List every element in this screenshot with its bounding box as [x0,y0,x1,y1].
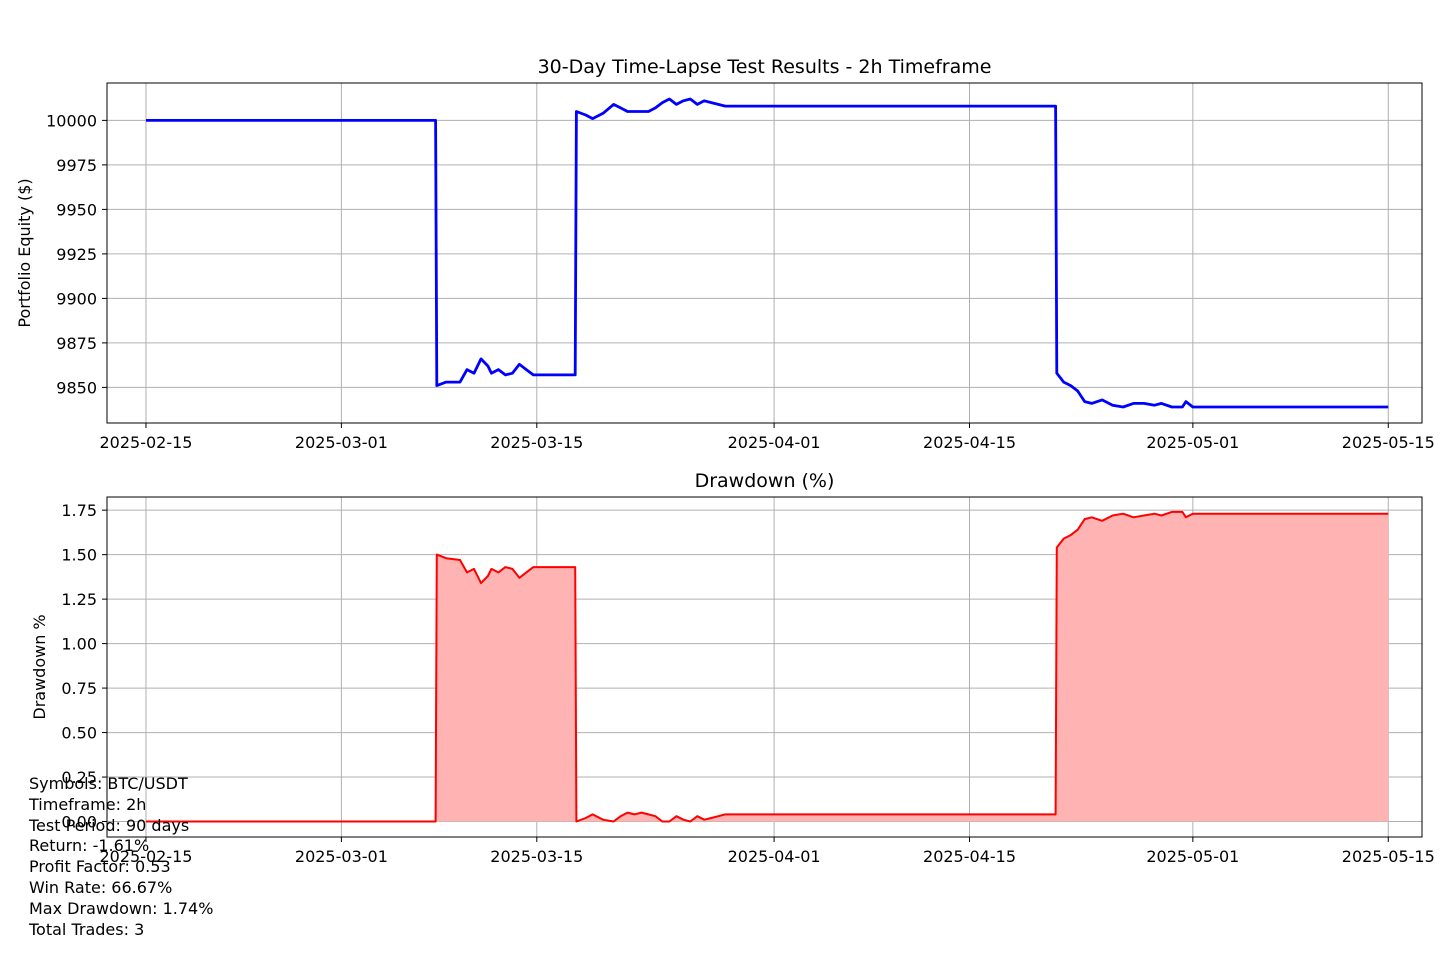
equity-x-tick-label: 2025-05-15 [1342,433,1435,452]
stats-return: Return: -1.61% [29,836,150,856]
equity-y-tick-label: 9900 [56,289,97,308]
drawdown-x-tick-label: 2025-05-01 [1146,847,1239,866]
equity-x-tick-label: 2025-05-01 [1146,433,1239,452]
drawdown-y-tick-label: 0.25 [61,768,97,787]
equity-plot-frame [106,82,1423,424]
stats-test-period: Test Period: 90 days [29,815,190,835]
stats-timeframe: Timeframe: 2h [29,794,147,814]
drawdown-y-tick-label: 1.50 [61,546,97,565]
drawdown-x-tick-label: 2025-04-15 [923,847,1016,866]
equity-x-ticks: 2025-02-15 2025-03-01 2025-03-15 2025-04-01… [99,423,1435,452]
equity-y-tick-label: 10000 [46,111,97,130]
equity-x-tick-label: 2025-03-15 [490,433,583,452]
equity-y-axis-label: Portfolio Equity ($) [15,178,34,327]
drawdown-chart: Drawdown (%) Drawdown % 2025-02-15 2025-0… [30,470,1435,866]
drawdown-y-tick-label: 1.75 [61,501,97,520]
equity-y-ticks: 9850 9875 9900 9925 9950 9975 10000 [46,111,107,397]
stats-profit-factor: Profit Factor: 0.53 [29,857,171,877]
drawdown-x-tick-label: 2025-05-15 [1342,847,1435,866]
stats-total-trades: Total Trades: 3 [29,919,145,939]
drawdown-y-tick-label: 0.75 [61,679,97,698]
drawdown-x-tick-label: 2025-02-15 [99,847,192,866]
drawdown-y-axis-label: Drawdown % [30,614,49,719]
stats-symbols: Symbols: BTC/USDT [29,774,188,793]
equity-y-tick-label: 9925 [56,245,97,264]
equity-x-tick-label: 2025-02-15 [99,433,192,452]
drawdown-x-ticks: 2025-02-15 2025-03-01 2025-03-15 2025-04-01… [99,837,1435,866]
equity-x-tick-label: 2025-04-15 [923,433,1016,452]
drawdown-x-tick-label: 2025-04-01 [728,847,821,866]
drawdown-x-tick-label: 2025-03-15 [490,847,583,866]
drawdown-area-fill [146,511,1389,822]
drawdown-y-tick-label: 1.00 [61,635,97,654]
drawdown-y-ticks: 0.00 0.25 0.50 0.75 1.00 1.25 1.50 1.75 [61,501,107,832]
stats-max-drawdown: Max Drawdown: 1.74% [29,898,214,918]
drawdown-line [146,510,1389,823]
equity-chart-title: 30-Day Time-Lapse Test Results - 2h Time… [538,56,992,78]
equity-y-tick-label: 9875 [56,334,97,353]
equity-chart: 30-Day Time-Lapse Test Results - 2h Time… [15,56,1435,452]
equity-y-tick-label: 9950 [56,200,97,219]
equity-grid [107,83,1422,423]
drawdown-chart-title: Drawdown (%) [695,470,835,492]
stats-summary: Symbols: BTC/USDT Timeframe: 2h Test Per… [29,774,213,940]
drawdown-y-tick-label: 0.50 [61,724,97,743]
drawdown-y-tick-label: 1.25 [61,590,97,609]
stats-win-rate: Win Rate: 66.67% [29,877,173,897]
drawdown-plot-frame [106,496,1423,838]
drawdown-y-tick-label: 0.00 [61,813,97,832]
equity-y-tick-label: 9975 [56,156,97,175]
drawdown-x-tick-label: 2025-03-01 [295,847,388,866]
equity-line [146,97,1389,409]
equity-x-tick-label: 2025-04-01 [728,433,821,452]
equity-x-tick-label: 2025-03-01 [295,433,388,452]
equity-y-tick-label: 9850 [56,378,97,397]
